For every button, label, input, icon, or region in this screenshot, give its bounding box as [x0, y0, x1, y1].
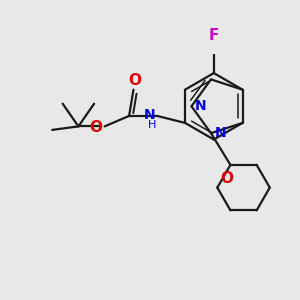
Text: H: H [148, 120, 156, 130]
Text: O: O [89, 120, 102, 135]
Text: O: O [128, 73, 141, 88]
Text: N: N [144, 108, 155, 122]
Text: N: N [214, 126, 226, 140]
Text: N: N [195, 99, 207, 113]
Text: F: F [208, 28, 219, 43]
Text: O: O [220, 171, 233, 186]
